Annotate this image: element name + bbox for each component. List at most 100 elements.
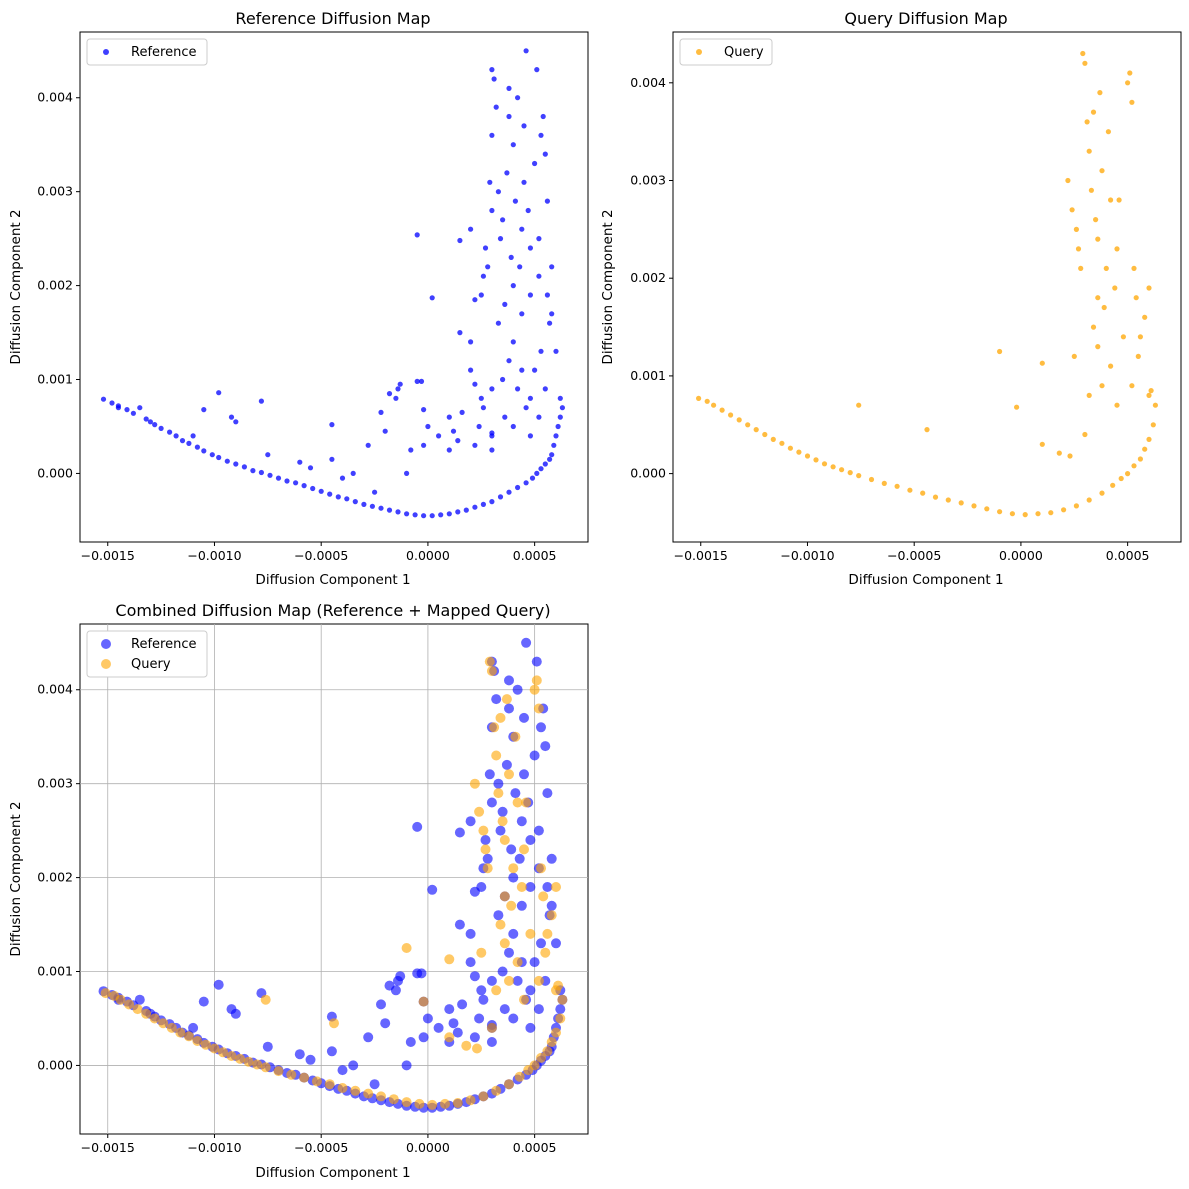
scatter-point: [143, 416, 149, 422]
scatter-point: [495, 919, 506, 930]
scatter-point: [745, 422, 751, 428]
scatter-point: [506, 489, 512, 495]
scatter-point: [465, 1095, 476, 1106]
scatter-point: [260, 994, 271, 1005]
scatter-point: [1073, 503, 1079, 509]
scatter-point: [1110, 482, 1116, 488]
scatter-point: [401, 1097, 412, 1108]
scatter-point: [958, 500, 964, 506]
scatter-point: [1129, 383, 1135, 389]
scatter-point: [525, 882, 536, 892]
scatter-point: [307, 465, 314, 471]
scatter-point: [525, 928, 536, 939]
legend-marker-query: [696, 49, 702, 55]
scatter-point: [527, 292, 534, 298]
scatter-point: [1127, 70, 1133, 76]
scatter-point: [984, 506, 990, 512]
scatter-point: [1146, 392, 1152, 398]
scatter-point: [501, 759, 512, 770]
chart-title: Reference Diffusion Map: [235, 9, 430, 28]
y-tick-label: 0.004: [630, 75, 666, 90]
scatter-point: [327, 491, 333, 497]
scatter-point: [412, 821, 423, 832]
legend: Reference Query: [86, 630, 208, 678]
scatter-points: [696, 50, 1158, 518]
chart-combined: Combined Diffusion Map (Reference + Mapp…: [8, 601, 589, 1181]
scatter-point: [414, 1098, 425, 1109]
scatter-point: [770, 436, 776, 442]
scatter-point: [115, 994, 126, 1005]
scatter-point: [1125, 471, 1131, 477]
scatter-point: [491, 985, 502, 996]
scatter-point: [463, 507, 469, 513]
scatter-point: [534, 470, 540, 476]
scatter-point: [753, 427, 759, 433]
scatter-point: [1135, 353, 1141, 359]
x-tick-label: 0.0005: [1106, 548, 1150, 563]
scatter-point: [512, 797, 523, 808]
scatter-point: [380, 1018, 391, 1029]
scatter-point: [137, 405, 143, 411]
scatter-point: [1103, 265, 1109, 271]
scatter-point: [1099, 383, 1105, 389]
scatter-point: [504, 947, 514, 958]
scatter-point: [109, 400, 115, 406]
scatter-point: [344, 496, 350, 502]
scatter-point: [446, 511, 452, 517]
scatter-point: [1014, 404, 1020, 410]
scatter-point: [166, 1022, 177, 1033]
scatter-point: [454, 919, 465, 930]
scatter-point: [438, 512, 444, 518]
scatter-point: [1075, 246, 1082, 252]
scatter-point: [468, 367, 474, 373]
scatter-point: [519, 311, 525, 317]
scatter-point: [501, 694, 512, 705]
x-axis-label: Diffusion Component 1: [848, 572, 1003, 588]
y-axis-label: Diffusion Component 2: [8, 209, 24, 364]
scatter-point: [491, 694, 502, 705]
scatter-point: [499, 938, 510, 949]
x-tick-label: 0.0000: [406, 1140, 450, 1155]
scatter-point: [497, 816, 508, 827]
scatter-point: [538, 132, 544, 138]
scatter-point: [536, 414, 542, 420]
scatter-point: [372, 489, 378, 495]
scatter-point: [521, 179, 527, 185]
scatter-point: [804, 453, 811, 459]
scatter-point: [465, 957, 476, 968]
scatter-point: [1093, 217, 1099, 223]
y-axis-ticks: 0.000 0.001 0.002 0.003 0.004: [630, 75, 673, 481]
scatter-point: [519, 769, 529, 780]
scatter-point: [547, 320, 553, 326]
plot-area: [79, 31, 589, 543]
scatter-point: [531, 675, 542, 686]
scatter-point: [1095, 236, 1101, 242]
scatter-point: [100, 988, 111, 999]
scatter-point: [216, 390, 222, 396]
y-tick-label: 0.000: [37, 1057, 73, 1072]
x-axis-ticks: −0.0015 −0.0010 −0.0005 0.0000 0.0005: [81, 542, 557, 563]
scatter-point: [529, 957, 540, 968]
scatter-point: [493, 910, 504, 921]
scatter-point: [350, 1085, 361, 1096]
scatter-point: [124, 407, 130, 413]
scatter-point: [1137, 456, 1143, 462]
scatter-point: [469, 1032, 480, 1043]
legend: Query: [679, 38, 773, 66]
x-tick-label: −0.0010: [780, 548, 834, 563]
scatter-point: [452, 1027, 463, 1038]
x-tick-label: −0.0010: [187, 548, 241, 563]
scatter-point: [310, 485, 316, 492]
chart-title: Query Diffusion Map: [844, 9, 1007, 28]
scatter-point: [514, 1071, 525, 1082]
scatter-point: [1142, 446, 1148, 452]
scatter-point: [386, 507, 393, 513]
scatter-point: [1078, 265, 1084, 271]
x-tick-label: −0.0005: [887, 548, 941, 563]
scatter-point: [549, 264, 555, 270]
scatter-point: [455, 438, 461, 444]
scatter-point: [540, 113, 546, 120]
scatter-point: [1039, 360, 1045, 366]
scatter-point: [1067, 453, 1073, 459]
